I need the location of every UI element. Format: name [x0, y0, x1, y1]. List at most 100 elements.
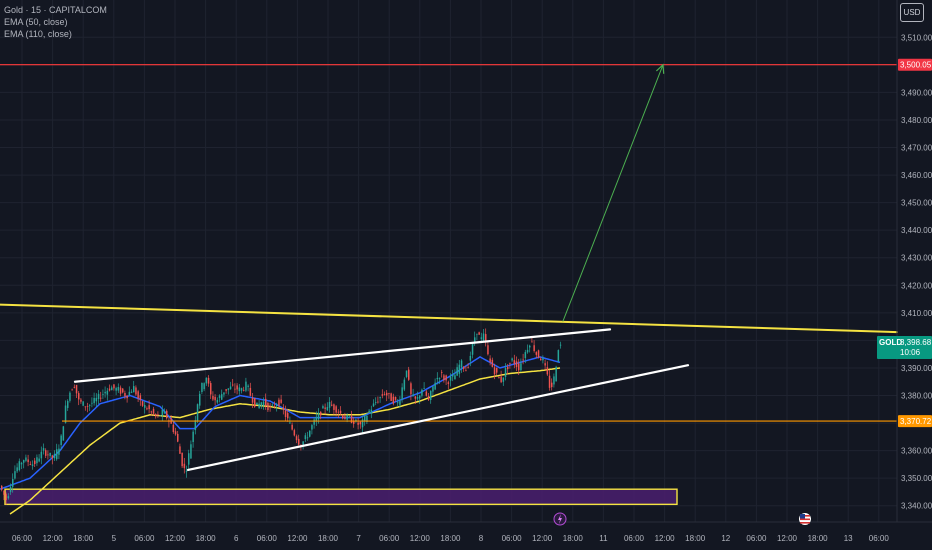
candle-body — [93, 397, 95, 404]
candle-body — [271, 404, 274, 406]
candle-body — [328, 401, 331, 408]
drawing-layer[interactable] — [0, 63, 898, 472]
candle-body — [524, 352, 527, 359]
candle-body — [375, 402, 377, 403]
candle-body — [478, 332, 480, 335]
candle-body — [174, 431, 177, 435]
candle-body — [185, 470, 188, 472]
x-tick-label: 12:00 — [43, 534, 64, 543]
candle-body — [339, 410, 342, 414]
candle-body — [295, 436, 298, 441]
candle-body — [238, 387, 241, 392]
candle-body — [557, 350, 560, 362]
candle-body — [287, 413, 289, 419]
candle-body — [20, 462, 23, 465]
candle-body — [500, 376, 502, 383]
candle-body — [522, 359, 524, 361]
candle-body — [458, 364, 461, 374]
gold-price-tag — [877, 336, 932, 360]
candle-body — [518, 363, 520, 371]
candle-body — [269, 406, 271, 408]
candle-body — [386, 392, 388, 396]
candle-body — [95, 397, 98, 402]
x-tick-label: 12:00 — [532, 534, 553, 543]
candle-body — [31, 464, 34, 466]
candle-body — [529, 345, 531, 348]
symbol-title[interactable]: Gold · 15 · CAPITALCOM — [4, 5, 107, 15]
candle-body — [467, 367, 469, 368]
candle-body — [207, 377, 210, 384]
ema-50-legend[interactable]: EMA (50, close) — [4, 17, 68, 27]
event-markers[interactable] — [553, 512, 811, 526]
candle-body — [348, 416, 351, 418]
x-tick-label: 06:00 — [746, 534, 767, 543]
candle-body — [53, 453, 56, 459]
x-tick-label: 06:00 — [12, 534, 33, 543]
candle-body — [137, 391, 139, 399]
candle-body — [361, 419, 364, 428]
x-tick-label: 06:00 — [502, 534, 523, 543]
candle-body — [504, 368, 507, 377]
candle-body — [436, 377, 439, 380]
candle-body — [388, 393, 390, 394]
candle-body — [135, 387, 137, 395]
candle-body — [144, 405, 146, 408]
candle-body — [177, 433, 179, 442]
candle-body — [25, 457, 27, 461]
x-tick-label: 12:00 — [287, 534, 308, 543]
candle-body — [443, 375, 445, 381]
x-tick-label: 5 — [112, 534, 117, 543]
candle-body — [152, 408, 155, 414]
candle-body — [377, 401, 379, 403]
candle-body — [23, 460, 25, 463]
candle-body — [71, 389, 73, 391]
candle-body — [210, 383, 212, 395]
y-tick-label: 3,420.00 — [901, 281, 932, 290]
y-tick-label: 3,480.00 — [901, 116, 932, 125]
candle-body — [27, 459, 29, 463]
candle-body — [234, 388, 236, 390]
candle-countdown: 10:06 — [900, 348, 921, 357]
candle-body — [410, 383, 412, 395]
target-price-value: 3,500.05 — [900, 61, 932, 70]
candle-body — [542, 358, 544, 361]
x-tick-label: 11 — [599, 534, 608, 543]
gold-price-value: 3,398.68 — [900, 338, 932, 347]
candle-body — [262, 401, 265, 406]
candle-body — [258, 403, 260, 409]
candle-body — [474, 337, 476, 343]
candle-body — [515, 361, 518, 368]
candle-body — [452, 374, 454, 377]
candle-body — [304, 435, 307, 440]
candle-body — [216, 399, 219, 403]
candle-body — [223, 392, 225, 395]
currency-button[interactable]: USD — [900, 3, 924, 22]
channel-upper-line — [73, 328, 612, 383]
time-axis[interactable]: 06:00 12:00 18:00 5 06:00 12:00 18:00 6 06:00 12:… — [0, 521, 932, 543]
candle-body — [225, 389, 227, 391]
flag-stripe — [800, 518, 810, 521]
candle-body — [75, 384, 78, 394]
candle-body — [489, 358, 491, 363]
y-tick-label: 3,490.00 — [901, 88, 932, 97]
candle-body — [192, 431, 194, 442]
candle-body — [58, 448, 60, 455]
candle-body — [331, 404, 333, 406]
candle-body — [364, 415, 366, 422]
candle-body — [256, 402, 258, 405]
ema-110-legend[interactable]: EMA (110, close) — [4, 29, 72, 39]
candle-body — [306, 437, 309, 439]
candle-body — [157, 414, 159, 416]
candle-body — [212, 395, 214, 400]
x-tick-label: 12:00 — [165, 534, 186, 543]
candle-body — [324, 407, 326, 409]
candle-body — [480, 337, 483, 339]
candle-body — [133, 386, 135, 393]
x-tick-label: 06:00 — [134, 534, 155, 543]
candle-body — [346, 415, 348, 420]
x-tick-label: 18:00 — [808, 534, 829, 543]
candle-body — [551, 382, 553, 388]
candle-body — [18, 461, 21, 471]
candle-body — [546, 367, 549, 375]
